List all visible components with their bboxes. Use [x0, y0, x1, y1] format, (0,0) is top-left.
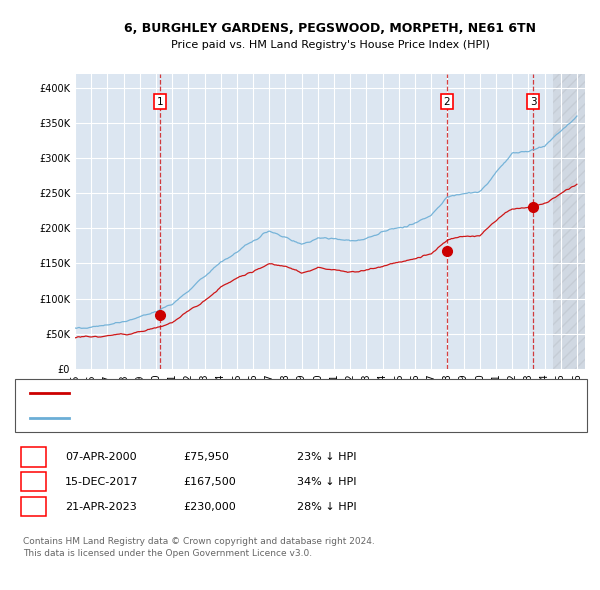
Text: Contains HM Land Registry data © Crown copyright and database right 2024.
This d: Contains HM Land Registry data © Crown c… [23, 537, 374, 558]
Text: 3: 3 [30, 502, 37, 512]
Text: £167,500: £167,500 [183, 477, 236, 487]
Text: 1: 1 [30, 453, 37, 462]
Text: Price paid vs. HM Land Registry's House Price Index (HPI): Price paid vs. HM Land Registry's House … [170, 40, 490, 50]
Text: £230,000: £230,000 [183, 502, 236, 512]
Text: 23% ↓ HPI: 23% ↓ HPI [297, 453, 356, 462]
Text: 6, BURGHLEY GARDENS, PEGSWOOD, MORPETH, NE61 6TN (detached house): 6, BURGHLEY GARDENS, PEGSWOOD, MORPETH, … [75, 388, 478, 398]
Text: £75,950: £75,950 [183, 453, 229, 462]
Text: 2: 2 [443, 97, 450, 107]
Text: 1: 1 [157, 97, 164, 107]
Text: 3: 3 [530, 97, 536, 107]
Text: 6, BURGHLEY GARDENS, PEGSWOOD, MORPETH, NE61 6TN: 6, BURGHLEY GARDENS, PEGSWOOD, MORPETH, … [124, 22, 536, 35]
Bar [553, 74, 585, 369]
Text: HPI: Average price, detached house, Northumberland: HPI: Average price, detached house, Nort… [75, 412, 354, 422]
Text: 28% ↓ HPI: 28% ↓ HPI [297, 502, 356, 512]
Text: 07-APR-2000: 07-APR-2000 [65, 453, 136, 462]
Text: 2: 2 [30, 477, 37, 487]
Text: 15-DEC-2017: 15-DEC-2017 [65, 477, 139, 487]
Text: 34% ↓ HPI: 34% ↓ HPI [297, 477, 356, 487]
Text: 21-APR-2023: 21-APR-2023 [65, 502, 137, 512]
